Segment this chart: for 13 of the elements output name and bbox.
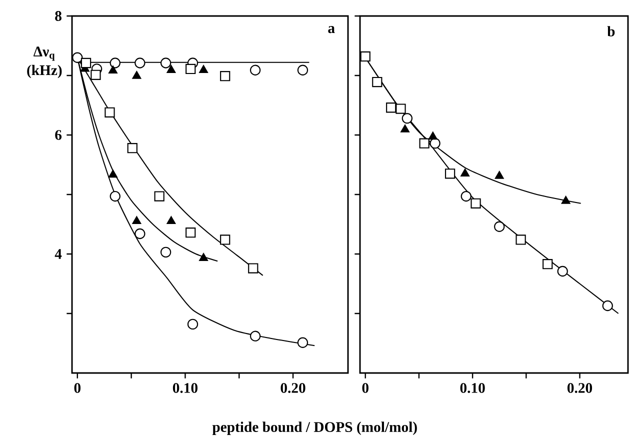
x-tick-label: 0 (362, 383, 368, 393)
x-tick-label: 0.10 (460, 383, 485, 393)
x-tick-label: 0 (74, 383, 81, 393)
y-axis-title: Δν$_{q}$ (kHz) (27, 46, 62, 78)
annotation: a (328, 26, 335, 34)
x-tick-label: 0.10 (172, 383, 198, 393)
x-axis-title: peptide bound / DOPS (mol/mol) (212, 422, 417, 435)
y-tick-label: 6 (55, 130, 62, 140)
annotation: b (607, 26, 615, 36)
y-tick-label: 4 (54, 249, 62, 259)
y-tick-label: 8 (55, 11, 62, 21)
x-tick-label: 0.20 (280, 383, 306, 393)
x-tick-label: 0.20 (567, 383, 592, 393)
